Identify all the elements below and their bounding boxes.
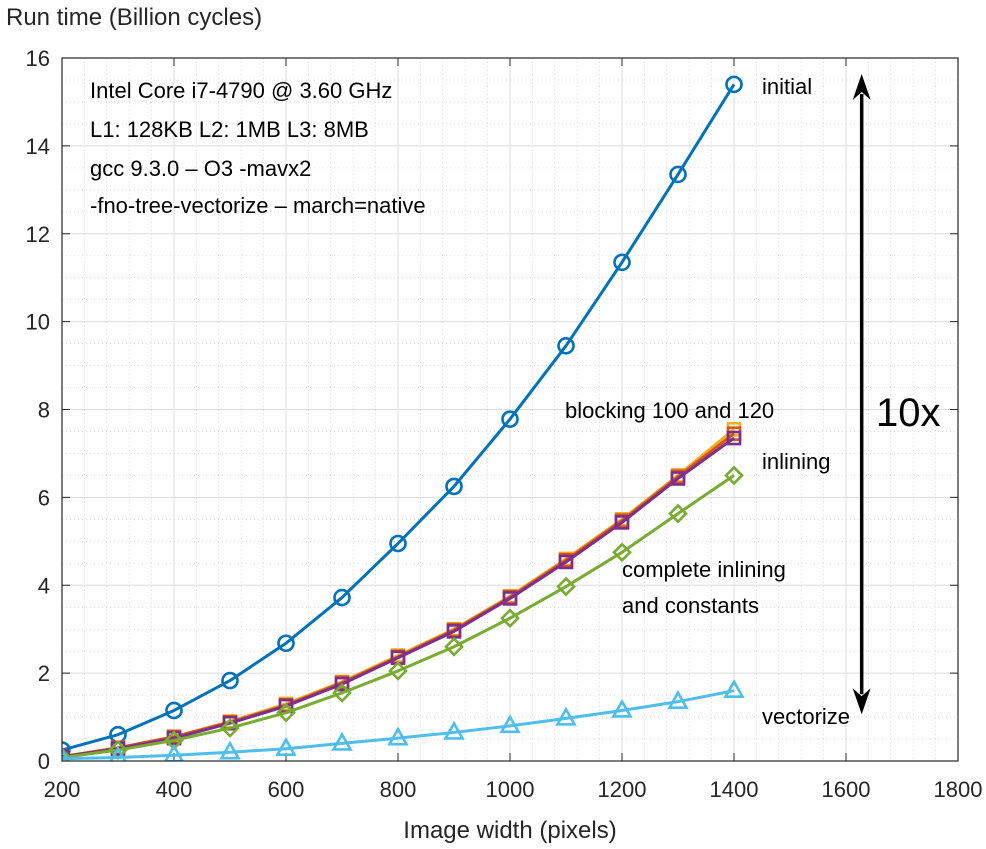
series-initial <box>62 75 743 759</box>
data-point-initial <box>221 671 239 690</box>
speedup-arrow-head-bottom <box>852 688 871 715</box>
x-axis-label: Image width (pixels) <box>403 817 616 844</box>
data-point-inlining <box>334 676 350 692</box>
label-initial: initial <box>762 74 812 99</box>
data-point-vectorize <box>555 706 577 726</box>
y-tick-label: 10 <box>26 310 50 335</box>
label-complete-inlining-2: and constants <box>622 593 759 618</box>
label-blocking: blocking 100 and 120 <box>565 398 774 423</box>
data-point-vectorize <box>667 690 689 709</box>
data-point-initial <box>501 410 519 428</box>
data-point-initial <box>669 165 687 184</box>
data-point-vectorize <box>499 714 521 734</box>
plot-frame <box>61 57 959 762</box>
series-line-complete-inlining <box>62 474 735 759</box>
data-point-initial <box>445 477 463 496</box>
data-point-vectorize <box>723 679 745 699</box>
data-point-initial <box>62 741 71 759</box>
data-point-vectorize <box>611 698 633 718</box>
label-inlining: inlining <box>762 449 831 474</box>
x-tick-labels: 200 400 600 800 1000 1200 1400 1600 1800 <box>44 777 983 802</box>
data-point-vectorize <box>164 743 184 761</box>
data-point-complete-inlining <box>276 702 296 723</box>
data-point-complete-inlining <box>332 683 352 703</box>
y-tick-label: 0 <box>38 749 50 774</box>
data-point-inlining <box>614 515 630 530</box>
x-tick-label: 1400 <box>710 777 759 802</box>
data-point-complete-inlining <box>724 465 744 486</box>
x-tick-label: 400 <box>156 777 193 802</box>
y-tick-labels: 0 2 4 6 8 10 12 14 16 <box>26 46 50 774</box>
x-tick-label: 1200 <box>598 777 647 802</box>
x-tick-label: 800 <box>380 777 417 802</box>
spec-line-1: Intel Core i7-4790 @ 3.60 GHz <box>90 78 392 103</box>
data-point-vectorize <box>275 737 297 756</box>
data-point-vectorize <box>387 726 409 746</box>
data-point-complete-inlining <box>444 636 464 657</box>
label-complete-inlining-1: complete inlining <box>622 557 786 582</box>
data-point-inlining <box>726 430 742 446</box>
y-tick-label: 14 <box>26 134 50 159</box>
data-point-initial <box>613 253 631 272</box>
data-point-initial <box>333 588 351 607</box>
y-tick-label: 2 <box>38 661 50 686</box>
data-point-complete-inlining <box>220 718 240 738</box>
y-tick-label: 6 <box>38 485 50 510</box>
y-tick-label: 16 <box>26 46 50 71</box>
speedup-label: 10x <box>876 391 941 435</box>
data-point-initial <box>277 634 295 653</box>
x-tick-label: 200 <box>44 777 81 802</box>
data-point-vectorize <box>62 747 70 761</box>
data-point-initial <box>725 75 743 94</box>
series-layer <box>62 75 745 761</box>
y-axis-label: Run time (Billion cycles) <box>6 4 262 31</box>
data-point-complete-inlining <box>668 503 688 524</box>
data-point-complete-inlining <box>388 661 408 681</box>
data-point-complete-inlining <box>500 608 520 629</box>
data-point-vectorize <box>219 740 241 760</box>
series-line-vectorize <box>62 689 735 761</box>
data-point-vectorize <box>109 745 127 761</box>
series-complete-inlining <box>62 465 744 761</box>
data-point-initial <box>557 336 575 355</box>
data-point-initial <box>165 701 183 720</box>
x-tick-label: 600 <box>268 777 305 802</box>
spec-line-3: gcc 9.3.0 – O3 -mavx2 <box>90 156 311 181</box>
x-tick-label: 1600 <box>822 777 871 802</box>
data-point-initial <box>389 534 407 553</box>
x-tick-label: 1000 <box>486 777 535 802</box>
speedup-arrow <box>852 73 871 715</box>
data-point-inlining <box>502 591 518 606</box>
data-point-vectorize <box>443 720 465 740</box>
data-point-inlining <box>670 471 686 486</box>
data-point-complete-inlining <box>62 747 72 761</box>
data-point-complete-inlining <box>612 542 632 563</box>
data-point-vectorize <box>331 731 353 751</box>
data-point-inlining <box>558 554 574 570</box>
spec-line-4: -fno-tree-vectorize – march=native <box>90 193 426 218</box>
y-tick-label: 4 <box>38 573 50 598</box>
x-tick-label: 1800 <box>934 777 983 802</box>
series-line-initial <box>62 83 736 752</box>
label-vectorize: vectorize <box>762 704 850 729</box>
series-vectorize <box>62 679 745 761</box>
series-line-inlining <box>62 436 735 759</box>
data-point-complete-inlining <box>556 576 576 597</box>
speedup-arrow-head-top <box>852 73 871 100</box>
y-tick-label: 12 <box>26 222 50 247</box>
spec-line-2: L1: 128KB L2: 1MB L3: 8MB <box>90 117 369 142</box>
y-tick-label: 8 <box>38 398 50 423</box>
